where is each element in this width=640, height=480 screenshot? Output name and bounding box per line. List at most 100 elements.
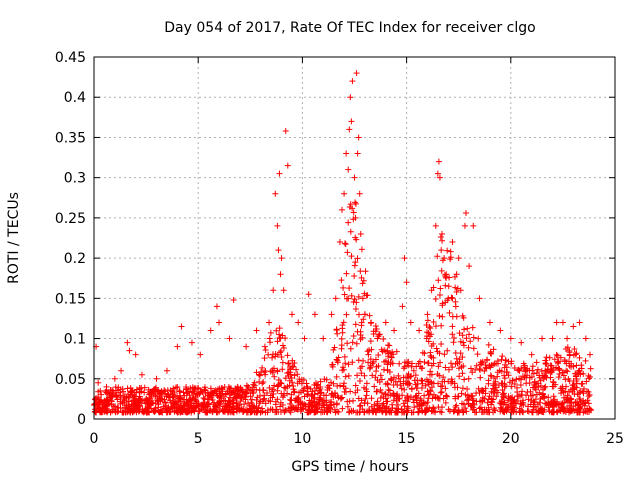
data-point: [340, 366, 347, 373]
data-point: [529, 392, 536, 399]
data-point: [545, 394, 552, 401]
data-point: [405, 374, 412, 381]
data-point: [276, 170, 283, 177]
data-point: [435, 158, 442, 165]
data-point: [563, 396, 570, 403]
data-point: [274, 383, 281, 390]
data-point: [456, 373, 463, 380]
data-point: [355, 134, 362, 141]
data-point: [558, 390, 565, 397]
data-point: [473, 398, 480, 405]
data-point: [360, 357, 367, 364]
data-point: [188, 409, 195, 416]
data-point: [206, 407, 213, 414]
data-point: [488, 388, 495, 395]
data-point: [464, 386, 471, 393]
data-point: [553, 364, 560, 371]
data-point: [393, 348, 400, 355]
data-point: [445, 406, 452, 413]
data-point: [386, 387, 393, 394]
data-point: [495, 382, 502, 389]
data-point: [118, 367, 125, 374]
data-point: [353, 299, 360, 306]
data-point: [414, 385, 421, 392]
data-point: [224, 409, 231, 416]
data-point: [368, 395, 375, 402]
data-point: [447, 248, 454, 255]
data-point: [533, 370, 540, 377]
data-point: [377, 386, 384, 393]
data-point: [548, 398, 555, 405]
data-point: [229, 389, 236, 396]
data-point: [486, 319, 493, 326]
data-point: [152, 386, 159, 393]
data-point: [553, 319, 560, 326]
data-point: [275, 247, 282, 254]
data-point: [441, 378, 448, 385]
data-point: [163, 367, 170, 374]
data-point: [459, 354, 466, 361]
data-point: [536, 389, 543, 396]
data-point: [425, 338, 432, 345]
data-point: [573, 377, 580, 384]
data-point: [341, 291, 348, 298]
data-point: [261, 343, 268, 350]
data-point: [294, 371, 301, 378]
data-point: [421, 409, 428, 416]
data-point: [408, 385, 415, 392]
data-point: [444, 247, 451, 254]
data-point: [576, 354, 583, 361]
data-point: [489, 399, 496, 406]
data-point: [155, 404, 162, 411]
data-point: [421, 359, 428, 366]
data-point: [191, 385, 198, 392]
data-point: [369, 372, 376, 379]
data-point: [318, 397, 325, 404]
data-point: [459, 312, 466, 319]
data-point: [438, 322, 445, 329]
data-point: [253, 327, 260, 334]
data-point: [359, 280, 366, 287]
data-point: [448, 380, 455, 387]
data-point: [138, 371, 145, 378]
data-point: [262, 367, 269, 374]
data-point: [397, 382, 404, 389]
data-point: [553, 401, 560, 408]
data-point: [428, 331, 435, 338]
data-point: [181, 407, 188, 414]
data-point: [445, 366, 452, 373]
data-point: [419, 349, 426, 356]
data-point: [119, 409, 126, 416]
data-point: [430, 340, 437, 347]
data-point: [578, 365, 585, 372]
data-point: [339, 405, 346, 412]
data-point: [508, 383, 515, 390]
data-point: [191, 407, 198, 414]
data-point: [430, 318, 437, 325]
data-point: [519, 388, 526, 395]
data-point: [517, 381, 524, 388]
data-point: [230, 409, 237, 416]
data-point: [511, 396, 518, 403]
data-point: [444, 347, 451, 354]
data-point: [442, 282, 449, 289]
data-point: [277, 271, 284, 278]
data-point: [384, 381, 391, 388]
data-point: [349, 339, 356, 346]
data-point: [321, 406, 328, 413]
data-point: [542, 400, 549, 407]
data-point: [528, 351, 535, 358]
data-point: [279, 359, 286, 366]
data-point: [437, 359, 444, 366]
data-point: [379, 405, 386, 412]
data-point: [479, 387, 486, 394]
data-point: [112, 408, 119, 415]
data-point: [520, 360, 527, 367]
data-point: [350, 397, 357, 404]
data-point: [126, 398, 133, 405]
data-point: [234, 405, 241, 412]
data-point: [226, 405, 233, 412]
data-point: [227, 394, 234, 401]
data-point: [428, 287, 435, 294]
data-point: [473, 390, 480, 397]
